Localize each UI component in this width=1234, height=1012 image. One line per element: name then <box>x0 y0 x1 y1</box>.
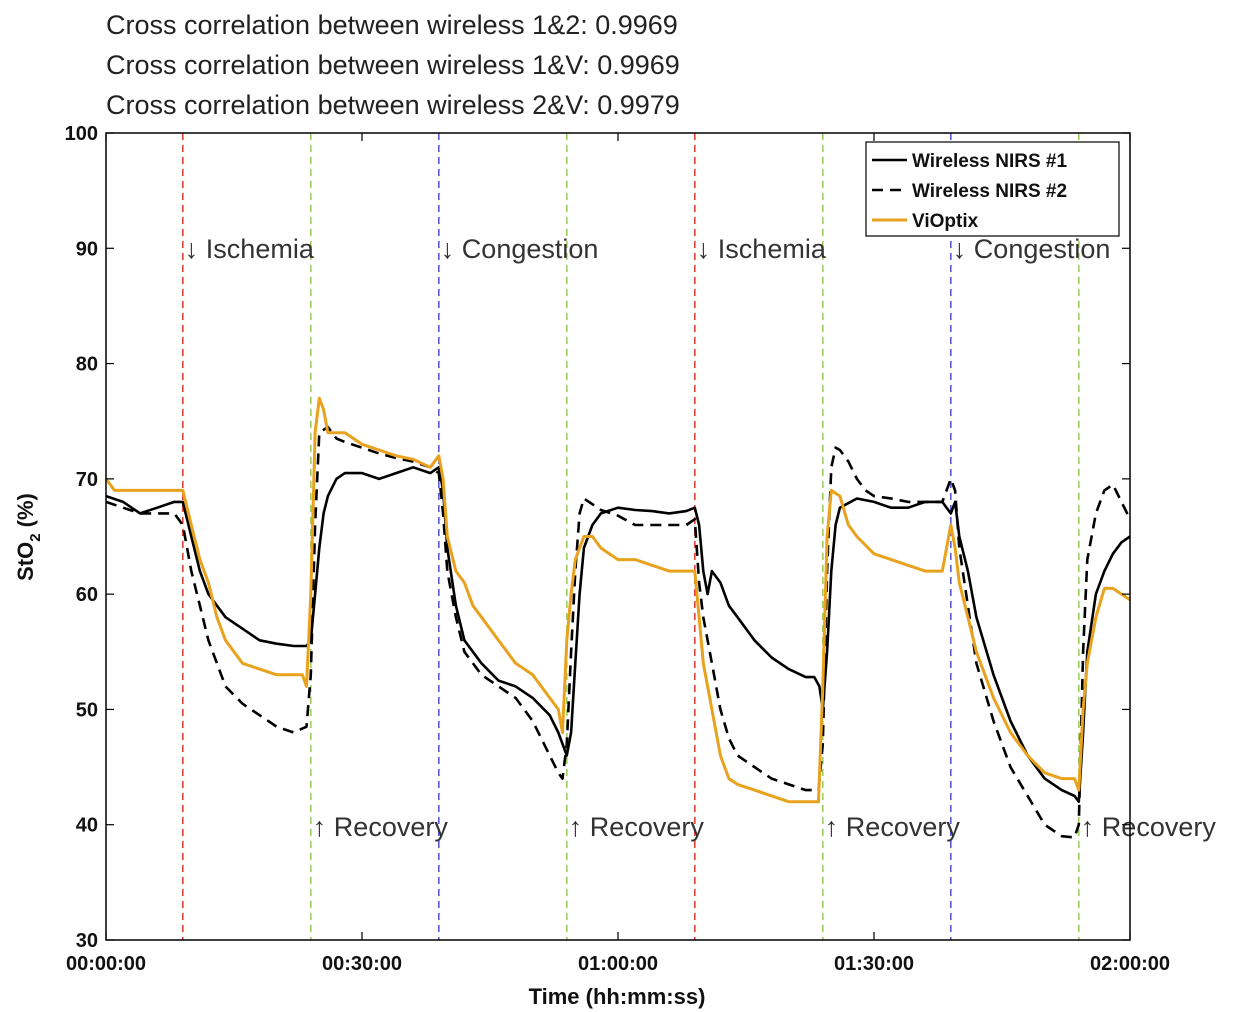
legend-label-nirs-1: Wireless NIRS #1 <box>912 151 1068 172</box>
y-tick-label-4: 60 <box>76 584 98 606</box>
y-tick-label-8: 100 <box>65 123 98 145</box>
y-tick-label-5: 70 <box>76 469 98 491</box>
y-tick-label-3: 50 <box>76 699 98 721</box>
y-axis-ticks: 30 40 50 60 70 80 90 100 <box>65 123 1130 952</box>
event-label-5: ↓ Ischemia <box>697 234 827 264</box>
event-labels: ↓ Ischemia ↑ Recovery ↓ Congestion ↑ Recove… <box>185 234 1217 842</box>
event-label-6: ↑ Recovery <box>825 812 961 842</box>
event-label-1: ↓ Ischemia <box>185 234 315 264</box>
header-line-3: Cross correlation between wireless 2&V: … <box>106 90 680 120</box>
header-line-1: Cross correlation between wireless 1&2: … <box>106 10 678 40</box>
event-label-8: ↑ Recovery <box>1081 812 1217 842</box>
x-tick-label-5: 02:00:00 <box>1090 953 1170 975</box>
x-tick-label-4: 01:30:00 <box>834 953 914 975</box>
header-line-2: Cross correlation between wireless 1&V: … <box>106 50 680 80</box>
y-axis-label-main: StO <box>13 542 38 581</box>
event-label-4: ↑ Recovery <box>569 812 705 842</box>
x-axis-label: Time (hh:mm:ss) <box>529 984 706 1009</box>
chart-header: Cross correlation between wireless 1&2: … <box>106 10 680 120</box>
x-tick-label-2: 00:30:00 <box>322 953 402 975</box>
y-tick-label-6: 80 <box>76 354 98 376</box>
legend-label-nirs-2: Wireless NIRS #2 <box>912 181 1067 202</box>
y-tick-label-2: 40 <box>76 815 98 837</box>
legend-label-vioptix: ViOptix <box>912 211 979 232</box>
series-line-2 <box>105 425 1132 839</box>
y-tick-label-1: 30 <box>76 930 98 952</box>
y-axis-label-subscript: 2 <box>27 533 44 541</box>
series-line-1 <box>105 466 1131 803</box>
event-label-3: ↓ Congestion <box>441 234 599 264</box>
event-label-7: ↓ Congestion <box>953 234 1111 264</box>
x-tick-label-3: 01:00:00 <box>578 953 658 975</box>
y-axis-label: StO2 (%) <box>13 493 44 581</box>
data-series <box>104 396 1132 839</box>
event-label-2: ↑ Recovery <box>313 812 449 842</box>
x-axis-ticks: 00:00:00 00:30:00 01:00:00 01:30:00 02:00:00 <box>66 133 1170 975</box>
legend: Wireless NIRS #1 Wireless NIRS #2 ViOpti… <box>865 141 1120 237</box>
x-tick-label-1: 00:00:00 <box>66 953 146 975</box>
y-tick-label-7: 90 <box>76 238 98 260</box>
y-axis-label-unit: (%) <box>13 493 38 533</box>
series-line-3 <box>104 396 1131 804</box>
legend-box <box>865 141 1120 237</box>
